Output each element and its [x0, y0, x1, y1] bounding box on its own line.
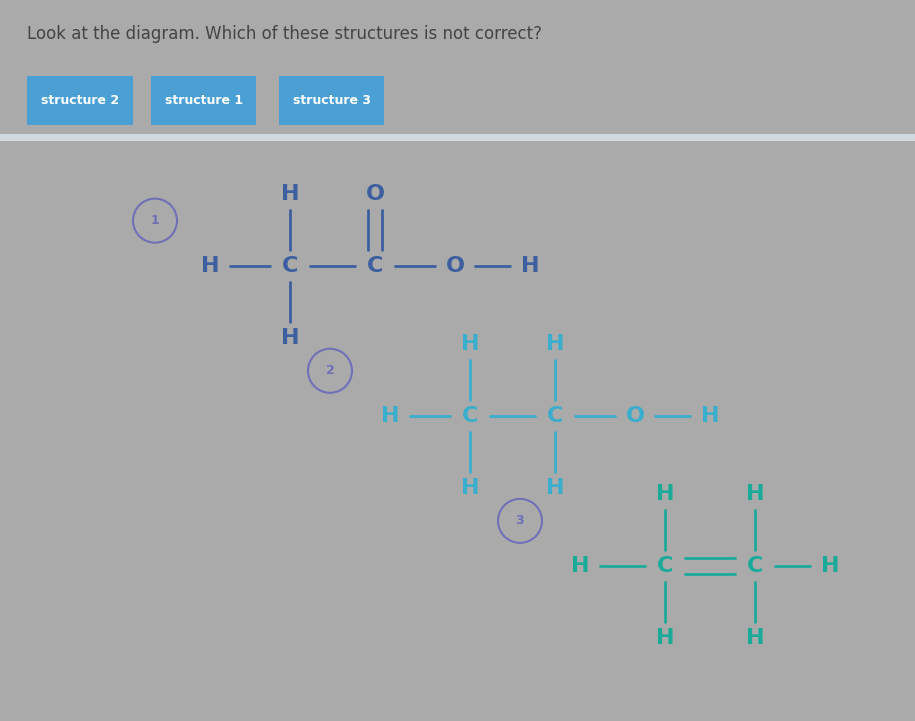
Text: H: H — [521, 256, 539, 275]
Text: H: H — [571, 556, 589, 576]
Text: 1: 1 — [151, 214, 159, 227]
Text: H: H — [281, 328, 299, 348]
Text: O: O — [446, 256, 465, 275]
Text: H: H — [746, 484, 764, 504]
Bar — [0, 134, 915, 141]
Text: H: H — [656, 484, 674, 504]
Text: H: H — [381, 406, 399, 426]
Text: H: H — [656, 628, 674, 648]
Text: H: H — [200, 256, 220, 275]
Text: 2: 2 — [326, 364, 334, 377]
Text: C: C — [547, 406, 564, 426]
Text: H: H — [545, 478, 565, 497]
Text: H: H — [281, 184, 299, 203]
FancyBboxPatch shape — [279, 76, 384, 125]
Text: H: H — [821, 556, 839, 576]
Text: H: H — [461, 334, 479, 354]
Text: structure 3: structure 3 — [293, 94, 371, 107]
Text: C: C — [462, 406, 479, 426]
FancyBboxPatch shape — [27, 76, 133, 125]
Text: H: H — [701, 406, 719, 426]
Text: C: C — [282, 256, 298, 275]
Text: O: O — [626, 406, 644, 426]
Text: C: C — [747, 556, 763, 576]
FancyBboxPatch shape — [151, 76, 256, 125]
Text: H: H — [746, 628, 764, 648]
Text: 3: 3 — [516, 514, 524, 527]
Text: C: C — [657, 556, 673, 576]
Text: H: H — [461, 478, 479, 497]
Text: O: O — [365, 184, 384, 203]
Text: C: C — [367, 256, 383, 275]
Text: structure 2: structure 2 — [41, 94, 119, 107]
Text: Look at the diagram. Which of these structures is not correct?: Look at the diagram. Which of these stru… — [27, 25, 543, 43]
Text: H: H — [545, 334, 565, 354]
Text: structure 1: structure 1 — [165, 94, 242, 107]
